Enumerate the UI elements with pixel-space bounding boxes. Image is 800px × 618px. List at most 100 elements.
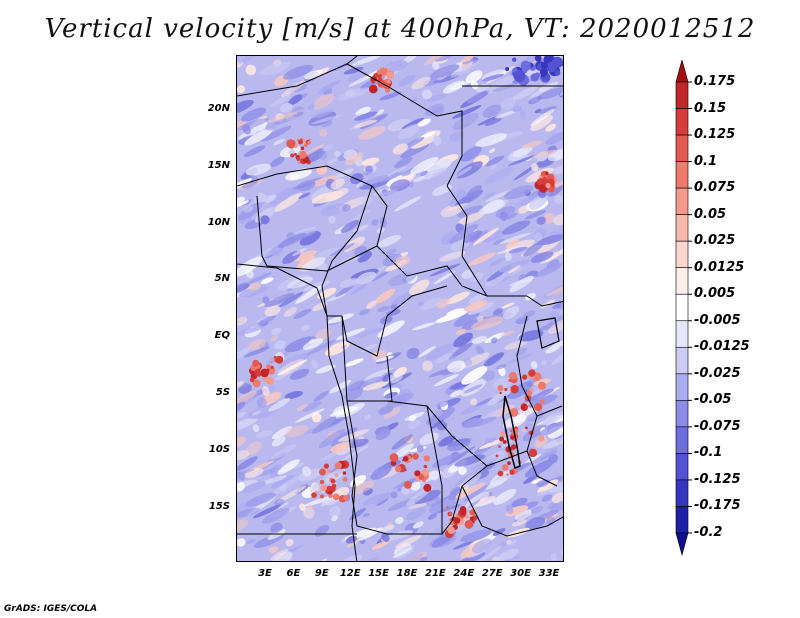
downward-motion-cell: [534, 56, 542, 62]
field-cell: [273, 111, 304, 125]
colorbar-bin: [675, 134, 689, 162]
upward-motion-cell: [311, 492, 317, 498]
field-cell: [379, 91, 402, 101]
field-cell: [392, 143, 408, 155]
upward-motion-cell: [385, 87, 390, 93]
field-cell: [354, 245, 367, 257]
field-cell: [420, 131, 436, 139]
field-cell: [237, 85, 246, 94]
field-cell: [237, 450, 250, 460]
field-cell: [484, 352, 505, 366]
vertical-velocity-field: [237, 56, 563, 561]
field-cell: [531, 163, 539, 172]
field-cell: [270, 443, 297, 460]
field-cell: [270, 474, 295, 489]
field-cell: [363, 175, 388, 185]
field-cell: [302, 144, 325, 157]
field-cell: [245, 441, 262, 456]
field-cell: [496, 364, 507, 370]
field-cell: [461, 417, 484, 428]
field-cell: [273, 551, 293, 561]
field-cell: [506, 353, 533, 364]
longitude-label: 6E: [286, 568, 301, 579]
field-cell: [327, 157, 339, 165]
field-cell: [264, 293, 295, 308]
colorbar-bin: [675, 161, 689, 189]
field-cell: [297, 404, 308, 411]
field-cell: [553, 213, 563, 226]
field-cell: [256, 397, 267, 408]
field-cell: [523, 473, 539, 485]
country-border: [526, 295, 563, 307]
field-cell: [453, 540, 475, 550]
field-cell: [385, 392, 414, 409]
field-cell: [265, 122, 277, 131]
field-cell: [455, 166, 473, 178]
field-cell: [470, 272, 484, 282]
field-cell: [377, 235, 401, 248]
field-cell: [282, 64, 314, 80]
upward-motion-cell: [534, 403, 543, 412]
field-cell: [358, 309, 371, 316]
field-cell: [356, 181, 365, 188]
field-cell: [545, 246, 563, 263]
field-cell: [546, 516, 556, 526]
country-border: [446, 185, 488, 297]
field-cell: [465, 70, 483, 84]
field-cell: [524, 293, 536, 301]
field-cell: [477, 115, 501, 126]
upward-motion-cell: [540, 399, 545, 404]
upward-motion-cell: [290, 153, 295, 158]
country-border: [256, 195, 268, 267]
field-cell: [490, 337, 498, 344]
field-cell: [411, 76, 431, 90]
field-cell: [492, 238, 505, 245]
upward-motion-cell: [342, 471, 347, 475]
field-cell: [264, 305, 281, 317]
field-cell: [237, 381, 244, 390]
field-cell: [461, 269, 474, 280]
upward-motion-cell: [545, 171, 549, 176]
field-cell: [464, 300, 488, 312]
field-cell: [505, 239, 520, 248]
field-cell: [385, 248, 397, 257]
downward-motion-cell: [540, 61, 549, 70]
longitude-label: 3E: [258, 568, 272, 579]
field-cell: [375, 355, 394, 362]
field-cell: [270, 245, 283, 257]
field-cell: [432, 135, 442, 146]
field-cell: [412, 506, 426, 515]
colorbar-bin: [675, 532, 689, 557]
field-cell: [472, 227, 499, 246]
field-cell: [501, 440, 513, 448]
field-cell: [488, 257, 506, 267]
field-cell: [271, 426, 293, 440]
field-cell: [330, 442, 352, 453]
colorbar-level-label: 0.175: [694, 74, 736, 89]
colorbar-bin: [675, 214, 689, 242]
field-cell: [498, 259, 530, 273]
field-cell: [287, 276, 313, 289]
field-cell: [500, 330, 515, 337]
downward-motion-cell: [520, 60, 532, 71]
field-cell: [292, 250, 317, 262]
field-cell: [312, 302, 328, 312]
field-cell: [353, 111, 378, 121]
field-cell: [302, 338, 324, 350]
field-cell: [475, 133, 507, 147]
field-cell: [425, 343, 455, 361]
field-cell: [538, 106, 557, 114]
field-cell: [499, 211, 508, 221]
field-cell: [270, 548, 289, 561]
field-cell: [276, 485, 307, 504]
upward-motion-cell: [299, 151, 307, 159]
upward-motion-cell: [506, 473, 509, 476]
field-cell: [538, 81, 559, 92]
field-cell: [345, 152, 364, 166]
field-cell: [423, 159, 453, 175]
field-cell: [524, 459, 555, 478]
field-cell: [435, 353, 452, 364]
map-title: Vertical velocity [m/s] at 400hPa, VT: 2…: [44, 14, 756, 44]
upward-motion-cell: [330, 478, 336, 484]
field-cell: [283, 307, 297, 318]
